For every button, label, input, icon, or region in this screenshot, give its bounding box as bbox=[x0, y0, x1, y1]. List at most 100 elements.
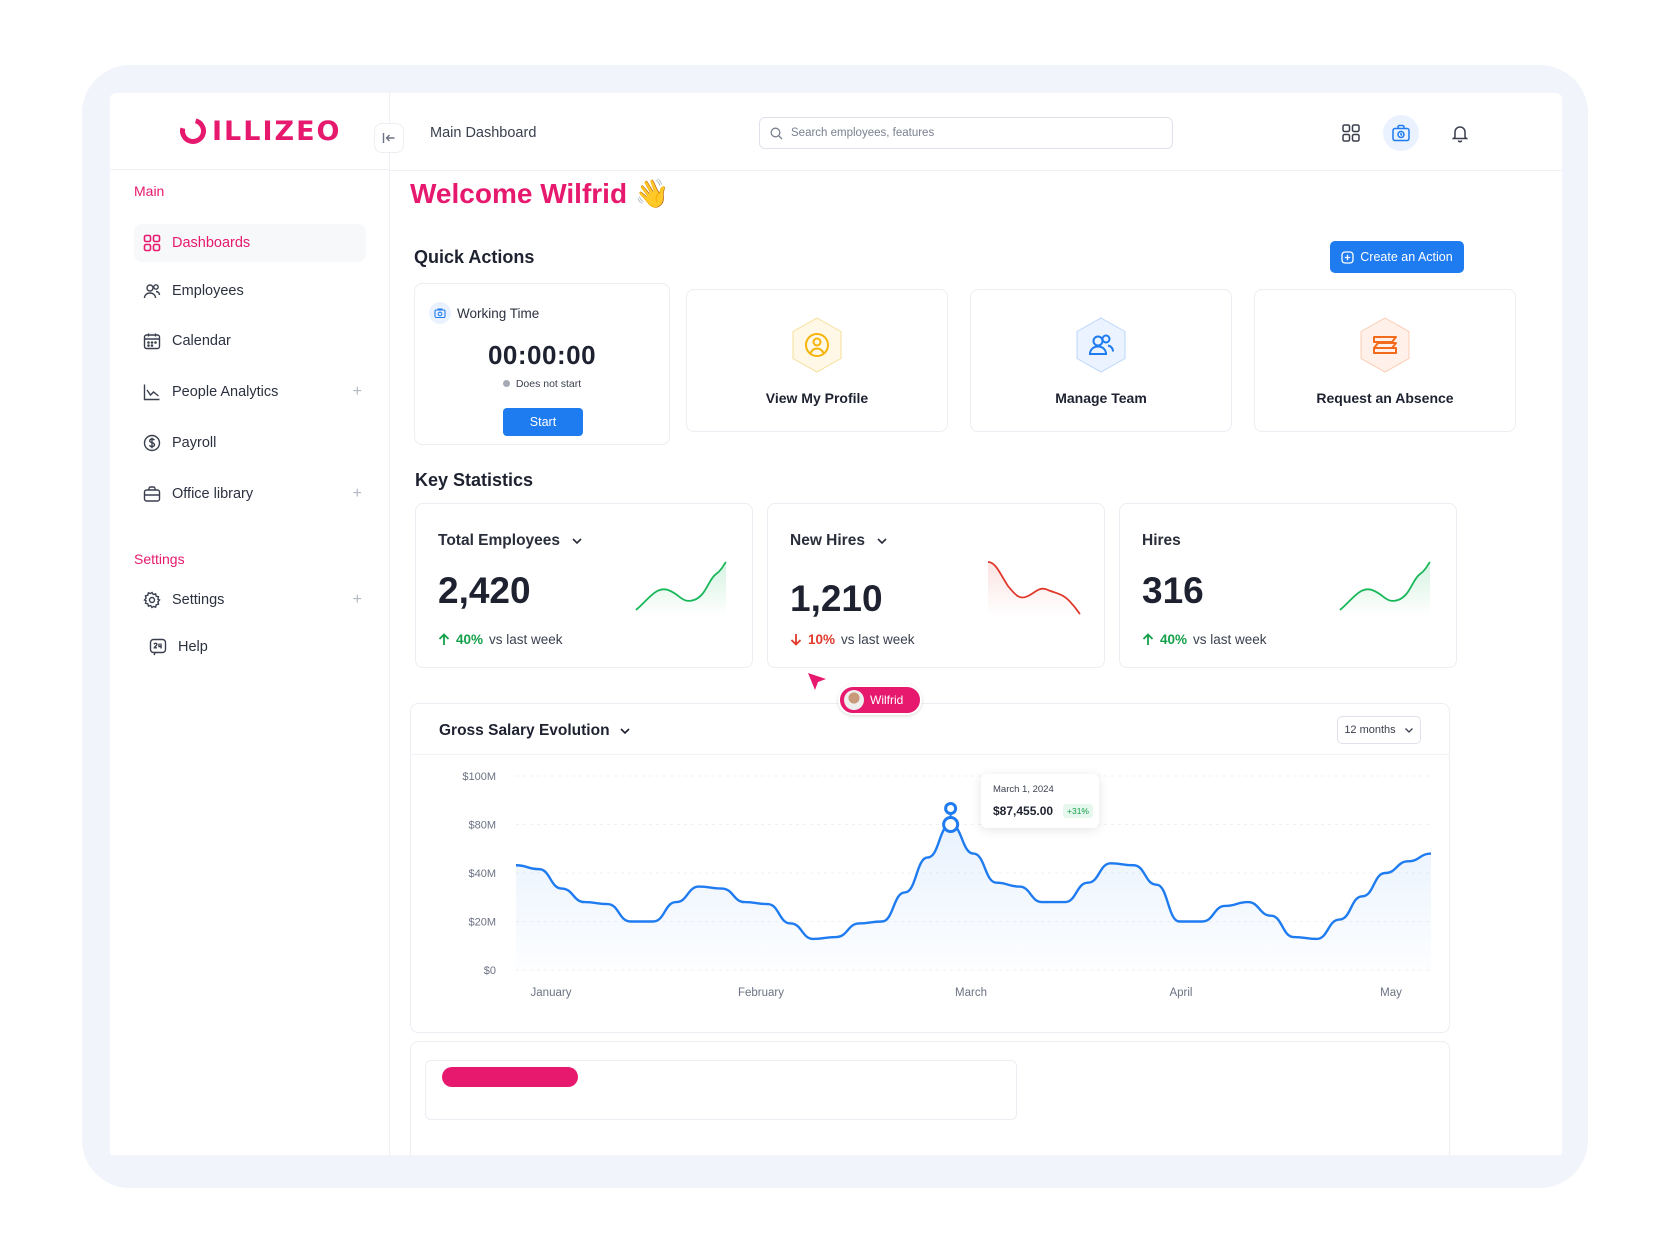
working-time-clock: 00:00:00 bbox=[487, 340, 597, 370]
x-tick-label: April bbox=[1169, 987, 1192, 999]
quick-action-view-profile[interactable]: View My Profile bbox=[686, 289, 948, 432]
delta-text: vs last week bbox=[1193, 632, 1267, 647]
app-logo[interactable]: ILLIZEO bbox=[175, 113, 342, 149]
arrow-up-icon bbox=[1142, 633, 1154, 645]
salary-area-chart: $100M $80M $40M $20M $0 January February March… bbox=[462, 771, 1432, 999]
stat-title[interactable]: Total Employees bbox=[438, 532, 584, 550]
plus-circle-icon bbox=[1341, 250, 1354, 264]
period-select-value: 12 months bbox=[1344, 724, 1396, 736]
search-input[interactable]: Search employees, features bbox=[759, 117, 1173, 149]
logo-text: ILLIZEO bbox=[212, 115, 342, 147]
notifications-button[interactable] bbox=[1442, 115, 1478, 151]
working-time-title: Working Time bbox=[457, 306, 540, 321]
clock-briefcase-icon bbox=[429, 302, 451, 324]
chevron-down-icon bbox=[619, 728, 630, 735]
briefcase-icon bbox=[142, 484, 162, 504]
create-action-label: Create an Action bbox=[1360, 250, 1453, 264]
cursor-avatar bbox=[844, 690, 864, 710]
sidebar-item-label: Help bbox=[178, 639, 208, 655]
app-screen: ILLIZEO Main Dashboards Employees Calend… bbox=[110, 93, 1562, 1155]
sidebar-item-payroll[interactable]: Payroll bbox=[134, 424, 366, 462]
y-tick-label: $80M bbox=[468, 820, 496, 832]
page-title: Main Dashboard bbox=[430, 125, 537, 141]
cursor-name: Wilfrid bbox=[870, 693, 904, 707]
chevron-down-icon bbox=[1404, 727, 1413, 733]
grid-icon bbox=[142, 233, 162, 253]
expand-plus-icon[interactable]: + bbox=[352, 591, 362, 608]
salary-title[interactable]: Gross Salary Evolution bbox=[439, 722, 632, 740]
y-tick-label: $20M bbox=[468, 917, 496, 929]
absence-icon bbox=[1360, 317, 1410, 373]
briefcase-clock-icon bbox=[1392, 124, 1410, 142]
sidebar-item-label: Calendar bbox=[172, 333, 231, 349]
stat-title[interactable]: New Hires bbox=[790, 532, 889, 550]
sidebar-item-settings[interactable]: Settings + bbox=[134, 581, 366, 619]
bottom-pill-button[interactable] bbox=[442, 1067, 578, 1087]
delta-percent: 10% bbox=[808, 632, 836, 647]
sidebar: ILLIZEO Main Dashboards Employees Calend… bbox=[110, 93, 390, 1155]
support-icon bbox=[148, 637, 168, 657]
sidebar-item-calendar[interactable]: Calendar bbox=[134, 322, 366, 360]
highlight-point[interactable] bbox=[942, 816, 960, 833]
apps-grid-icon bbox=[1342, 124, 1360, 142]
work-button[interactable] bbox=[1383, 115, 1419, 151]
quick-action-label: Request an Absence bbox=[1316, 390, 1454, 406]
sidebar-item-label: Dashboards bbox=[172, 235, 251, 251]
bell-icon bbox=[1451, 126, 1469, 143]
welcome-heading: Welcome Wilfrid 👋 bbox=[410, 177, 670, 210]
stat-value: 316 bbox=[1142, 570, 1204, 611]
expand-plus-icon[interactable]: + bbox=[352, 383, 362, 400]
delta-text: vs last week bbox=[489, 632, 563, 647]
bottom-inner-card bbox=[425, 1060, 1017, 1120]
expand-plus-icon[interactable]: + bbox=[352, 485, 362, 502]
team-icon bbox=[1076, 317, 1126, 373]
sidebar-item-help[interactable]: Help bbox=[140, 628, 372, 666]
sidebar-item-people-analytics[interactable]: People Analytics + bbox=[134, 373, 366, 411]
tooltip-date: March 1, 2024 bbox=[993, 784, 1054, 795]
salary-line bbox=[515, 823, 1432, 941]
wave-emoji-icon: 👋 bbox=[634, 178, 670, 209]
tooltip-change-badge: +31% bbox=[1063, 804, 1093, 818]
quick-action-request-absence[interactable]: Request an Absence bbox=[1254, 289, 1516, 432]
collapse-sidebar-button[interactable] bbox=[374, 123, 404, 153]
delta-percent: 40% bbox=[456, 632, 484, 647]
search-icon bbox=[770, 127, 783, 139]
cursor-name-tag: Wilfrid bbox=[838, 685, 922, 715]
cursor-arrow-icon bbox=[808, 673, 826, 690]
sidebar-item-dashboards[interactable]: Dashboards bbox=[134, 224, 366, 262]
stat-value: 1,210 bbox=[790, 578, 883, 619]
highlight-handle[interactable] bbox=[944, 802, 958, 815]
stat-title: Hires bbox=[1142, 532, 1181, 550]
sidebar-item-employees[interactable]: Employees bbox=[134, 272, 366, 310]
stat-card-total-employees: Total Employees 2,420 40% vs last week bbox=[415, 503, 753, 668]
x-tick-label: February bbox=[738, 987, 784, 999]
quick-action-manage-team[interactable]: Manage Team bbox=[970, 289, 1232, 432]
stat-delta: 10% vs last week bbox=[790, 632, 915, 647]
arrow-up-icon bbox=[438, 633, 450, 645]
gross-salary-card: Gross Salary Evolution 12 months $100M $8… bbox=[410, 703, 1450, 1033]
create-action-button[interactable]: Create an Action bbox=[1330, 241, 1464, 273]
period-select[interactable]: 12 months bbox=[1337, 716, 1421, 744]
stat-card-new-hires: New Hires 1,210 10% vs last week bbox=[767, 503, 1105, 668]
sparkline-up bbox=[1339, 561, 1431, 616]
salary-area bbox=[516, 824, 1431, 970]
salary-title-text: Gross Salary Evolution bbox=[439, 722, 610, 739]
sidebar-item-label: Employees bbox=[172, 283, 244, 299]
search-placeholder: Search employees, features bbox=[791, 127, 935, 139]
y-tick-label: $0 bbox=[484, 965, 496, 977]
y-tick-label: $40M bbox=[468, 868, 496, 880]
gear-icon bbox=[142, 590, 162, 610]
apps-grid-button[interactable] bbox=[1333, 115, 1369, 151]
collapse-arrow-icon bbox=[382, 133, 395, 143]
sidebar-item-office-library[interactable]: Office library + bbox=[134, 475, 366, 513]
delta-percent: 40% bbox=[1160, 632, 1188, 647]
delta-text: vs last week bbox=[841, 632, 915, 647]
chevron-down-icon bbox=[877, 538, 887, 545]
start-button[interactable]: Start bbox=[503, 408, 583, 436]
x-tick-label: May bbox=[1380, 987, 1402, 999]
stat-title-text: New Hires bbox=[790, 532, 865, 549]
stat-title-text: Total Employees bbox=[438, 532, 561, 549]
quick-action-label: View My Profile bbox=[765, 390, 869, 406]
sidebar-item-label: Settings bbox=[172, 592, 225, 608]
chevron-down-icon bbox=[572, 538, 582, 545]
